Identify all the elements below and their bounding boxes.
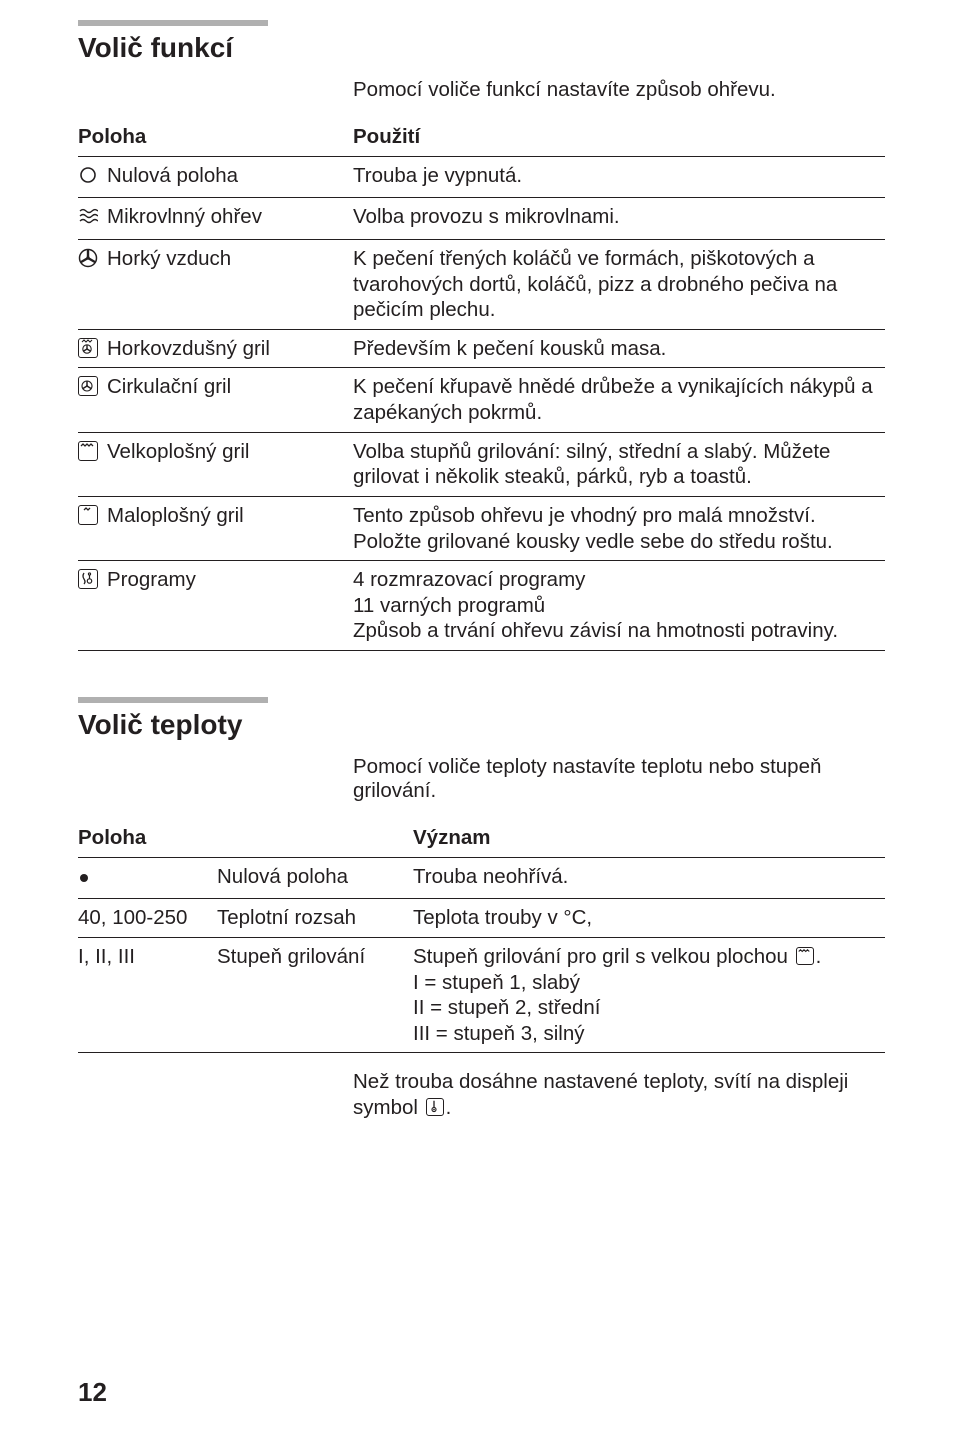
note-text: .: [446, 1096, 452, 1119]
table-row: Horkovzdušný gril Především k pečení kou…: [78, 329, 885, 368]
fan-icon: [78, 248, 98, 275]
table-header-right: Význam: [413, 819, 885, 857]
page-number: 12: [78, 1377, 107, 1408]
table-row: Programy 4 rozmrazovací programy 11 varn…: [78, 561, 885, 651]
table-header-left: Poloha: [78, 118, 353, 156]
temp-desc: Trouba neohřívá.: [413, 857, 885, 899]
function-desc: 4 rozmrazovací programy 11 varných progr…: [353, 561, 885, 651]
desc-line: II = stupeň 2, střední: [413, 996, 600, 1019]
full-grill-icon: [78, 441, 98, 461]
programs-icon: [78, 569, 98, 589]
temp-range: 40, 100-250: [78, 899, 217, 938]
section2-title: Volič teploty: [78, 709, 885, 741]
table-row: Nulová poloha Trouba je vypnutá.: [78, 156, 885, 198]
function-label: Maloplošný gril: [107, 504, 244, 527]
desc-line: 11 varných programů: [353, 594, 545, 617]
temp-range: I, II, III: [78, 937, 217, 1053]
temp-desc: Teplota trouby v °C,: [413, 899, 885, 938]
function-table: Poloha Použití Nulová poloha Trouba je v…: [78, 118, 885, 651]
section-divider: [78, 20, 268, 26]
section1-title: Volič funkcí: [78, 32, 885, 64]
function-label: Cirkulační gril: [107, 375, 231, 398]
function-label: Velkoplošný gril: [107, 440, 249, 463]
circle-off-icon: [78, 165, 98, 192]
table-row: Nulová poloha Trouba neohřívá.: [78, 857, 885, 899]
function-desc: K pečení křupavě hnědé drůbeže a vynikaj…: [353, 368, 885, 432]
thermometer-icon: [426, 1098, 444, 1116]
function-label: Horký vzduch: [107, 247, 231, 270]
table-row: I, II, III Stupeň grilování Stupeň grilo…: [78, 937, 885, 1053]
function-desc: Trouba je vypnutá.: [353, 156, 885, 198]
table-row: Cirkulační gril K pečení křupavě hnědé d…: [78, 368, 885, 432]
microwave-icon: [78, 206, 98, 233]
temp-label: Stupeň grilování: [217, 937, 413, 1053]
desc-line: 4 rozmrazovací programy: [353, 568, 585, 591]
table-row: 40, 100-250 Teplotní rozsah Teplota trou…: [78, 899, 885, 938]
function-desc: Tento způsob ohřevu je vhodný pro malá m…: [353, 496, 885, 560]
desc-text: Stupeň grilování pro gril s velkou ploch…: [413, 945, 794, 968]
table-row: Mikrovlnný ohřev Volba provozu s mikrovl…: [78, 198, 885, 240]
desc-line: I = stupeň 1, slabý: [413, 971, 580, 994]
small-grill-icon: [78, 505, 98, 525]
fan-grill-box-icon: [78, 338, 98, 358]
section-divider: [78, 697, 268, 703]
table-row: Horký vzduch K pečení třených koláčů ve …: [78, 239, 885, 329]
desc-line: Způsob a trvání ohřevu závisí na hmotnos…: [353, 619, 838, 642]
temperature-table: Poloha Význam Nulová poloha Trouba neohř…: [78, 819, 885, 1053]
section2-intro: Pomocí voliče teploty nastavíte teplotu …: [353, 755, 885, 803]
function-desc: Volba provozu s mikrovlnami.: [353, 198, 885, 240]
temp-desc: Stupeň grilování pro gril s velkou ploch…: [413, 937, 885, 1053]
table-row: Velkoplošný gril Volba stupňů grilování:…: [78, 432, 885, 496]
function-label: Mikrovlnný ohřev: [107, 205, 262, 228]
function-label: Nulová poloha: [107, 164, 238, 187]
function-label: Horkovzdušný gril: [107, 337, 270, 360]
desc-line: III = stupeň 3, silný: [413, 1022, 585, 1045]
full-grill-icon: [796, 947, 814, 965]
table-header-right: Použití: [353, 118, 885, 156]
section2-note: Než trouba dosáhne nastavené teploty, sv…: [353, 1069, 885, 1120]
fan-circ-box-icon: [78, 376, 98, 396]
function-desc: K pečení třených koláčů ve formách, pišk…: [353, 239, 885, 329]
temp-label: Teplotní rozsah: [217, 899, 413, 938]
function-desc: Volba stupňů grilování: silný, střední a…: [353, 432, 885, 496]
temp-label: Nulová poloha: [217, 857, 413, 899]
function-desc: Především k pečení kousků masa.: [353, 329, 885, 368]
desc-text: .: [816, 945, 822, 968]
section1-intro: Pomocí voliče funkcí nastavíte způsob oh…: [353, 78, 885, 102]
function-label: Programy: [107, 568, 196, 591]
table-row: Maloplošný gril Tento způsob ohřevu je v…: [78, 496, 885, 560]
table-header-left: Poloha: [78, 819, 413, 857]
dot-icon: [78, 867, 94, 893]
